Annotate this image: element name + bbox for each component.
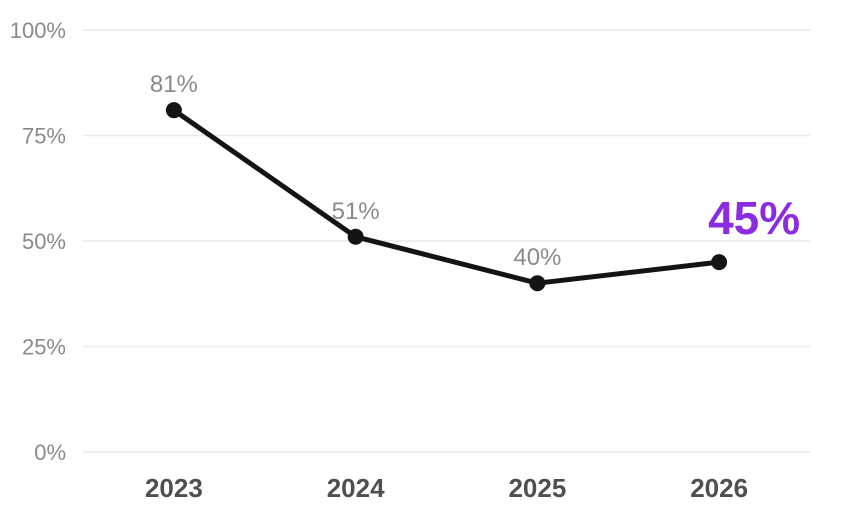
y-tick-label: 0%	[34, 440, 66, 465]
data-point	[347, 228, 364, 245]
highlight-label: 45%	[708, 192, 800, 244]
x-tick-label: 2026	[690, 473, 748, 503]
x-tick-label: 2025	[508, 473, 566, 503]
y-tick-label: 25%	[22, 335, 66, 360]
data-point-label: 40%	[513, 244, 561, 271]
trend-line	[171, 107, 722, 286]
data-point-label: 51%	[332, 198, 380, 225]
y-tick-label: 50%	[22, 229, 66, 254]
data-point	[529, 275, 546, 292]
y-tick-label: 100%	[10, 18, 66, 43]
x-tick-label: 2023	[145, 473, 203, 503]
data-point	[165, 102, 182, 119]
data-point-label: 81%	[150, 71, 198, 98]
y-tick-label: 75%	[22, 124, 66, 149]
x-tick-label: 2024	[327, 473, 385, 503]
data-point	[711, 254, 728, 271]
